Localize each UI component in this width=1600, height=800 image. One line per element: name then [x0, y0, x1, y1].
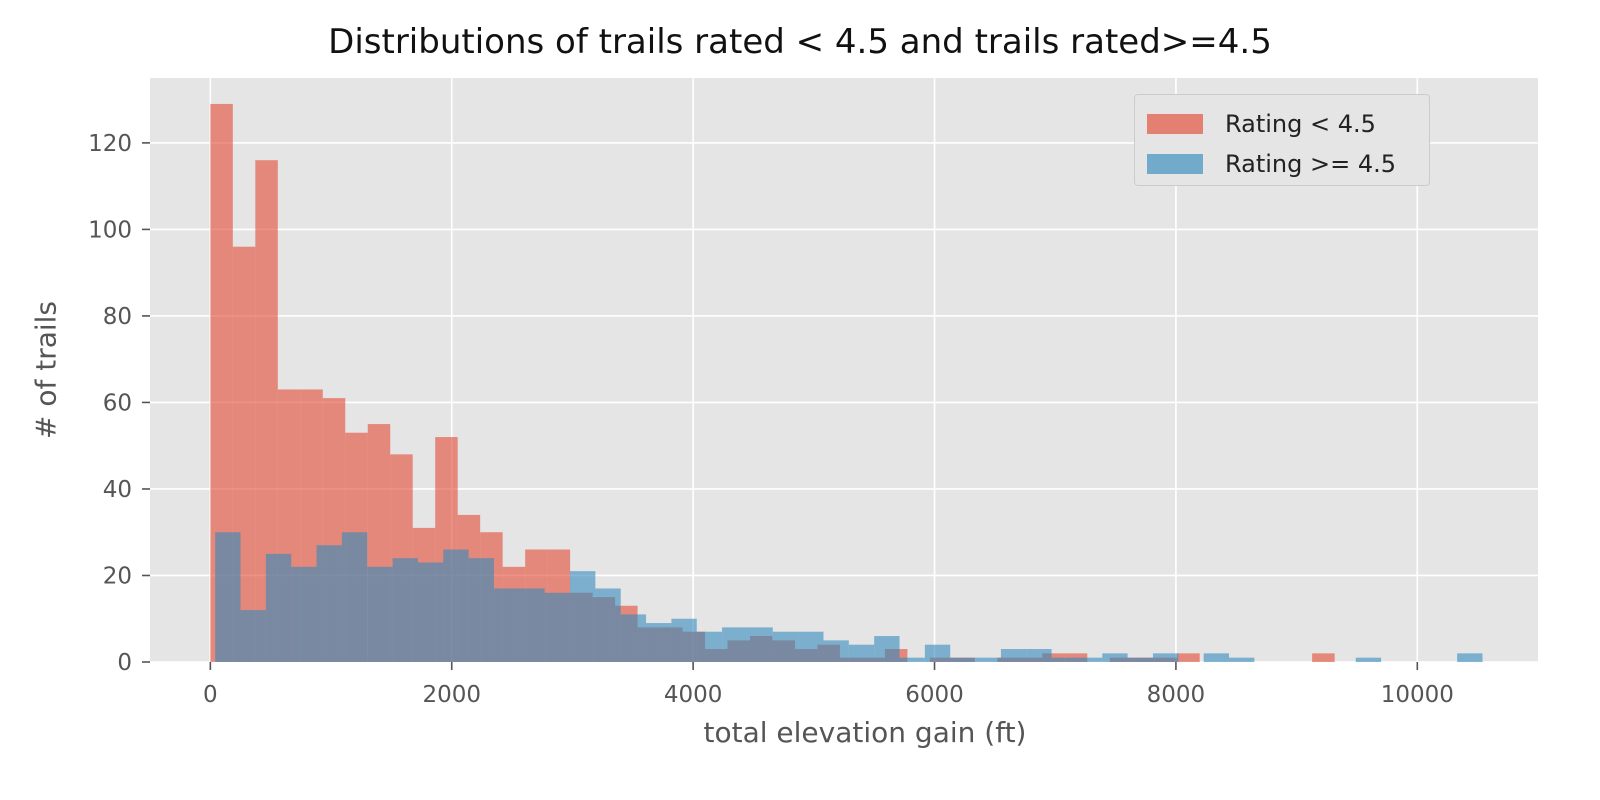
legend-label-rating-below: Rating < 4.5 [1225, 110, 1376, 138]
histogram-bar [570, 571, 596, 662]
histogram-bar [874, 636, 900, 662]
histogram-bar [443, 549, 469, 662]
x-tick-label: 6000 [905, 682, 964, 708]
histogram-bars [210, 103, 1483, 662]
y-tick-label: 80 [103, 304, 132, 330]
histogram-bar [899, 657, 925, 662]
histogram-bar [1457, 653, 1483, 662]
legend-item-rating-below: Rating < 4.5 [1147, 109, 1376, 139]
histogram-bar [215, 532, 241, 662]
histogram-bar [1051, 657, 1077, 662]
x-axis-ticks: 0 2000 4000 6000 8000 10000 [203, 662, 1454, 708]
legend-label-rating-above: Rating >= 4.5 [1225, 150, 1397, 178]
legend-item-rating-above: Rating >= 4.5 [1147, 149, 1396, 179]
histogram-bar [950, 657, 976, 662]
y-tick-label: 40 [103, 477, 132, 503]
histogram-bar [924, 644, 951, 662]
y-axis-label: # of trails [29, 300, 63, 440]
histogram-bar [265, 553, 292, 662]
histogram-bar [544, 592, 571, 662]
histogram-bar [240, 610, 266, 662]
histogram-bar [595, 588, 621, 662]
histogram-bar [1312, 653, 1335, 662]
y-tick-label: 120 [88, 131, 132, 157]
y-tick-label: 100 [88, 217, 132, 243]
histogram-bar [468, 558, 494, 662]
histogram-bar [671, 618, 697, 662]
x-tick-label: 10000 [1381, 682, 1454, 708]
legend-swatch-rating-below [1147, 114, 1203, 134]
histogram-bar [798, 631, 824, 662]
histogram-bar [772, 631, 799, 662]
x-tick-label: 8000 [1147, 682, 1206, 708]
legend: Rating < 4.5 Rating >= 4.5 [1134, 94, 1430, 186]
histogram-bar [1026, 649, 1052, 662]
y-axis-ticks: 0 20 40 60 80 100 120 [88, 131, 150, 676]
histogram-bar [341, 532, 368, 662]
histogram-bar [493, 588, 520, 662]
histogram-bar [1127, 657, 1153, 662]
histogram-bar [722, 627, 748, 662]
histogram-bar [1355, 657, 1382, 662]
histogram-bar [1076, 657, 1103, 662]
y-tick-label: 20 [103, 563, 132, 589]
histogram-bar [1177, 653, 1200, 662]
histogram-bar [417, 562, 444, 662]
histogram-bar [620, 614, 647, 662]
histogram-bar [519, 588, 545, 662]
histogram-bar [1229, 657, 1255, 662]
histogram-bar [696, 631, 723, 662]
histogram-bar [975, 657, 1001, 662]
series-1-bars [215, 532, 1483, 662]
histogram-bar [848, 644, 875, 662]
histogram-bar [1102, 653, 1128, 662]
histogram-bar [367, 566, 393, 662]
x-tick-label: 2000 [422, 682, 481, 708]
histogram-bar [392, 558, 418, 662]
histogram-bar [255, 160, 278, 662]
histogram-bar [1203, 653, 1230, 662]
x-tick-label: 0 [203, 682, 218, 708]
x-axis-label: total elevation gain (ft) [703, 716, 1027, 749]
histogram-bar [823, 640, 849, 662]
x-tick-label: 4000 [664, 682, 723, 708]
y-tick-label: 60 [103, 390, 132, 416]
histogram-bar [316, 545, 342, 662]
histogram-bar [646, 623, 672, 662]
histogram-bar [291, 566, 317, 662]
histogram-bar [1000, 649, 1027, 662]
histogram-bar [210, 103, 233, 662]
legend-swatch-rating-above [1147, 154, 1203, 174]
histogram-bar [747, 627, 773, 662]
histogram-bar [1152, 653, 1179, 662]
y-tick-label: 0 [117, 650, 132, 676]
chart-title: Distributions of trails rated < 4.5 and … [328, 22, 1272, 62]
